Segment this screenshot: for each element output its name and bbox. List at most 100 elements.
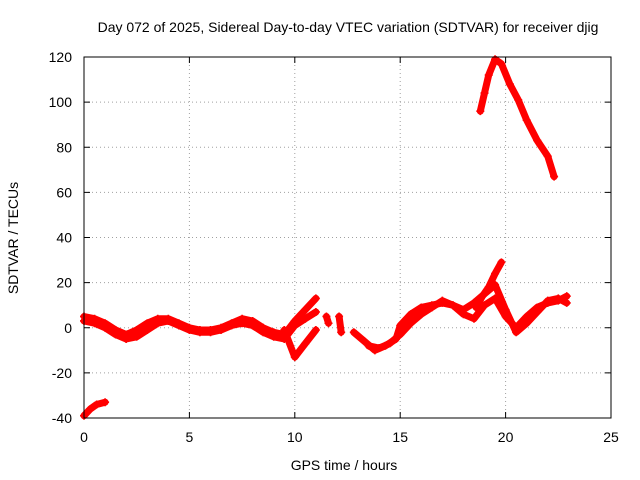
- data-series-layer: [80, 55, 571, 420]
- series-line: [80, 398, 109, 420]
- data-point: [514, 95, 523, 104]
- data-point: [562, 298, 571, 307]
- data-point: [311, 326, 320, 335]
- data-point: [543, 296, 552, 305]
- x-tick-label: 0: [80, 429, 88, 445]
- data-point: [512, 328, 521, 337]
- series-line: [280, 326, 320, 361]
- data-point: [185, 323, 194, 332]
- x-tick-label: 15: [392, 429, 408, 445]
- data-point: [280, 326, 289, 335]
- data-point: [533, 136, 542, 145]
- data-point: [217, 323, 226, 332]
- series-band-evening-b: [364, 280, 571, 353]
- data-point: [476, 107, 485, 116]
- data-point: [269, 328, 278, 337]
- data-point: [301, 305, 310, 314]
- data-point: [427, 303, 436, 312]
- data-point: [543, 152, 552, 161]
- data-point: [448, 301, 457, 310]
- data-point: [153, 314, 162, 323]
- data-point: [122, 330, 131, 339]
- data-point: [396, 330, 405, 339]
- x-tick-label: 25: [603, 429, 619, 445]
- data-point: [484, 71, 493, 80]
- data-point: [349, 328, 358, 337]
- data-point: [248, 316, 257, 325]
- x-tick-label: 10: [287, 429, 303, 445]
- data-point: [86, 404, 95, 413]
- y-tick-label: 100: [49, 94, 73, 110]
- data-point: [480, 301, 489, 310]
- data-point: [206, 326, 215, 335]
- data-point: [505, 80, 514, 89]
- series-line: [365, 281, 571, 352]
- data-point: [497, 258, 506, 267]
- y-axis-label: SDTVAR / TECUs: [5, 182, 21, 294]
- data-point: [290, 353, 299, 362]
- x-tick-label: 20: [498, 429, 514, 445]
- data-point: [417, 310, 426, 319]
- data-point: [478, 292, 487, 301]
- data-point: [195, 326, 204, 335]
- data-point: [396, 321, 405, 330]
- y-tick-label: 80: [56, 139, 72, 155]
- data-point: [497, 59, 506, 68]
- series-line: [476, 55, 558, 181]
- data-point: [472, 303, 481, 312]
- series-high-arc: [476, 55, 559, 181]
- data-point: [406, 310, 415, 319]
- data-point: [484, 283, 493, 292]
- data-point: [238, 314, 247, 323]
- data-point: [92, 400, 101, 409]
- data-point: [143, 319, 152, 328]
- data-point: [101, 319, 110, 328]
- data-point: [324, 319, 333, 328]
- data-point: [385, 339, 394, 348]
- data-point: [259, 323, 268, 332]
- data-point: [311, 307, 320, 316]
- data-point: [301, 314, 310, 323]
- data-point: [164, 314, 173, 323]
- data-point: [375, 344, 384, 353]
- data-point: [480, 89, 489, 98]
- data-point: [550, 172, 559, 181]
- plot-frame: [83, 56, 612, 419]
- data-point: [311, 294, 320, 303]
- y-tick-label: 0: [64, 320, 72, 336]
- data-point: [469, 314, 478, 323]
- grid-lines: [84, 57, 611, 418]
- data-point: [290, 316, 299, 325]
- data-point: [459, 305, 468, 314]
- data-point: [322, 312, 331, 321]
- data-point: [491, 269, 500, 278]
- data-point: [227, 319, 236, 328]
- series-rise-19h: [472, 258, 506, 312]
- data-point: [360, 337, 369, 346]
- data-point: [522, 319, 531, 328]
- data-point: [335, 312, 344, 321]
- data-point: [132, 332, 141, 341]
- y-tick-label: 40: [56, 230, 72, 246]
- data-point: [174, 319, 183, 328]
- x-tick-label: 5: [186, 429, 194, 445]
- series-short-11h: [322, 312, 333, 328]
- series-dip-10h: [280, 326, 320, 362]
- series-short-12h: [335, 312, 346, 337]
- x-axis-label: GPS time / hours: [291, 457, 398, 473]
- data-point: [337, 328, 346, 337]
- data-point: [522, 116, 531, 125]
- data-point: [111, 326, 120, 335]
- data-point: [132, 326, 141, 335]
- y-tick-label: 20: [56, 275, 72, 291]
- y-tick-label: 120: [49, 49, 73, 65]
- data-point: [406, 319, 415, 328]
- data-point: [301, 339, 310, 348]
- y-tick-label: 60: [56, 184, 72, 200]
- data-point: [101, 398, 110, 407]
- data-point: [90, 314, 99, 323]
- axis-ticks: 0 5 10 15 20 25 -40 -20 0 20 40 60 80 100 120: [49, 49, 619, 445]
- data-point: [364, 341, 373, 350]
- chart-title: Day 072 of 2025, Sidereal Day-to-day VTE…: [98, 19, 599, 35]
